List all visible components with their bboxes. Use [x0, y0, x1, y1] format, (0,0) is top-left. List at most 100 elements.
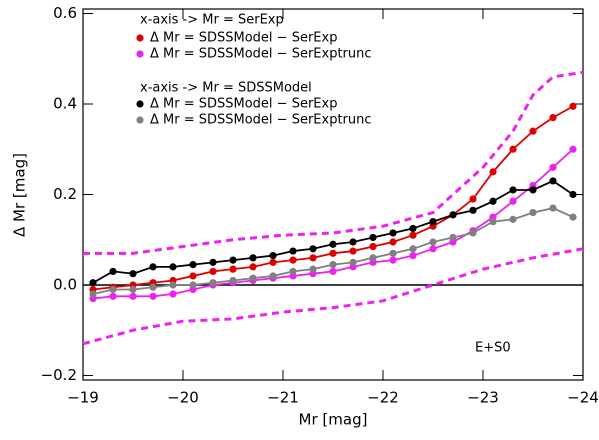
legend-label: Δ Mr = SDSSModel − SerExptrunc	[150, 113, 372, 128]
point	[269, 258, 277, 266]
point	[309, 254, 317, 262]
point	[89, 279, 97, 287]
point	[169, 290, 177, 298]
point	[249, 254, 257, 262]
point	[409, 224, 417, 233]
point	[189, 261, 197, 269]
legend-label: Δ Mr = SDSSModel − SerExp	[150, 31, 337, 46]
point	[469, 206, 477, 214]
point	[489, 218, 497, 226]
point	[389, 238, 397, 246]
point	[369, 233, 377, 242]
point	[149, 283, 157, 291]
point	[429, 238, 437, 246]
series-line	[92, 148, 574, 300]
y-axis-label: Δ Mr [mag]	[11, 153, 29, 237]
x-tick-label: −20	[167, 389, 199, 407]
point	[249, 274, 257, 282]
point	[329, 249, 337, 257]
point	[209, 279, 217, 287]
point	[229, 265, 237, 273]
point	[269, 272, 277, 280]
point	[449, 233, 457, 242]
x-tick-label: −24	[567, 389, 599, 407]
point	[289, 256, 297, 264]
point	[449, 211, 457, 219]
point	[209, 258, 217, 266]
x-tick-label: −23	[467, 389, 499, 407]
point	[429, 218, 437, 226]
y-tick-label: 0.2	[53, 185, 77, 203]
point	[349, 258, 357, 266]
point	[549, 204, 557, 212]
y-tick-label: 0.0	[53, 275, 77, 293]
point	[369, 242, 377, 251]
point	[309, 245, 317, 253]
point	[229, 276, 237, 285]
point	[489, 168, 497, 176]
point	[389, 229, 397, 237]
point	[549, 177, 557, 185]
annotation: E+S0	[475, 341, 511, 356]
y-tick-label: 0.6	[53, 4, 77, 22]
point	[169, 281, 177, 289]
x-axis-label: Mr [mag]	[299, 411, 368, 429]
point	[349, 238, 357, 246]
point	[429, 245, 437, 253]
point	[369, 254, 377, 262]
point	[129, 285, 137, 294]
dashed-line	[83, 70, 584, 255]
point	[329, 240, 337, 248]
point	[489, 197, 497, 205]
point	[549, 163, 557, 171]
point	[89, 290, 97, 298]
point	[569, 213, 577, 221]
point	[189, 272, 197, 280]
point	[289, 267, 297, 276]
point	[329, 261, 337, 269]
point	[389, 249, 397, 257]
point	[229, 256, 237, 264]
point	[569, 190, 577, 199]
legend-marker	[136, 116, 144, 124]
point	[529, 208, 537, 217]
point	[509, 186, 517, 194]
point	[509, 215, 517, 223]
point	[129, 292, 137, 300]
legend-marker	[136, 50, 144, 58]
point	[209, 267, 217, 276]
point	[289, 247, 297, 255]
y-tick-label: 0.4	[53, 95, 77, 113]
legend-header: x-axis -> Mr = SerExp	[140, 13, 284, 28]
legend-header: x-axis -> Mr = SDSSModel	[140, 81, 312, 96]
point	[509, 145, 517, 153]
point	[149, 292, 157, 300]
point	[109, 292, 117, 300]
point	[569, 102, 577, 110]
point	[189, 281, 197, 289]
point	[309, 265, 317, 273]
x-tick-label: −21	[267, 389, 299, 407]
point	[409, 231, 417, 239]
legend-label: Δ Mr = SDSSModel − SerExptrunc	[150, 47, 372, 62]
y-tick-label: −0.2	[41, 366, 77, 384]
legend-marker	[136, 34, 144, 42]
point	[529, 186, 537, 194]
dashed-line	[82, 247, 584, 346]
point	[469, 195, 477, 203]
point	[169, 263, 177, 271]
point	[109, 267, 117, 276]
legend-marker	[136, 100, 144, 108]
x-tick-label: −19	[67, 389, 99, 407]
point	[469, 229, 477, 237]
point	[349, 247, 357, 255]
point	[109, 285, 117, 294]
point	[529, 127, 537, 135]
point	[149, 263, 157, 271]
point	[549, 113, 557, 122]
point	[569, 145, 577, 153]
point	[329, 267, 337, 276]
point	[409, 251, 417, 260]
point	[249, 263, 257, 271]
